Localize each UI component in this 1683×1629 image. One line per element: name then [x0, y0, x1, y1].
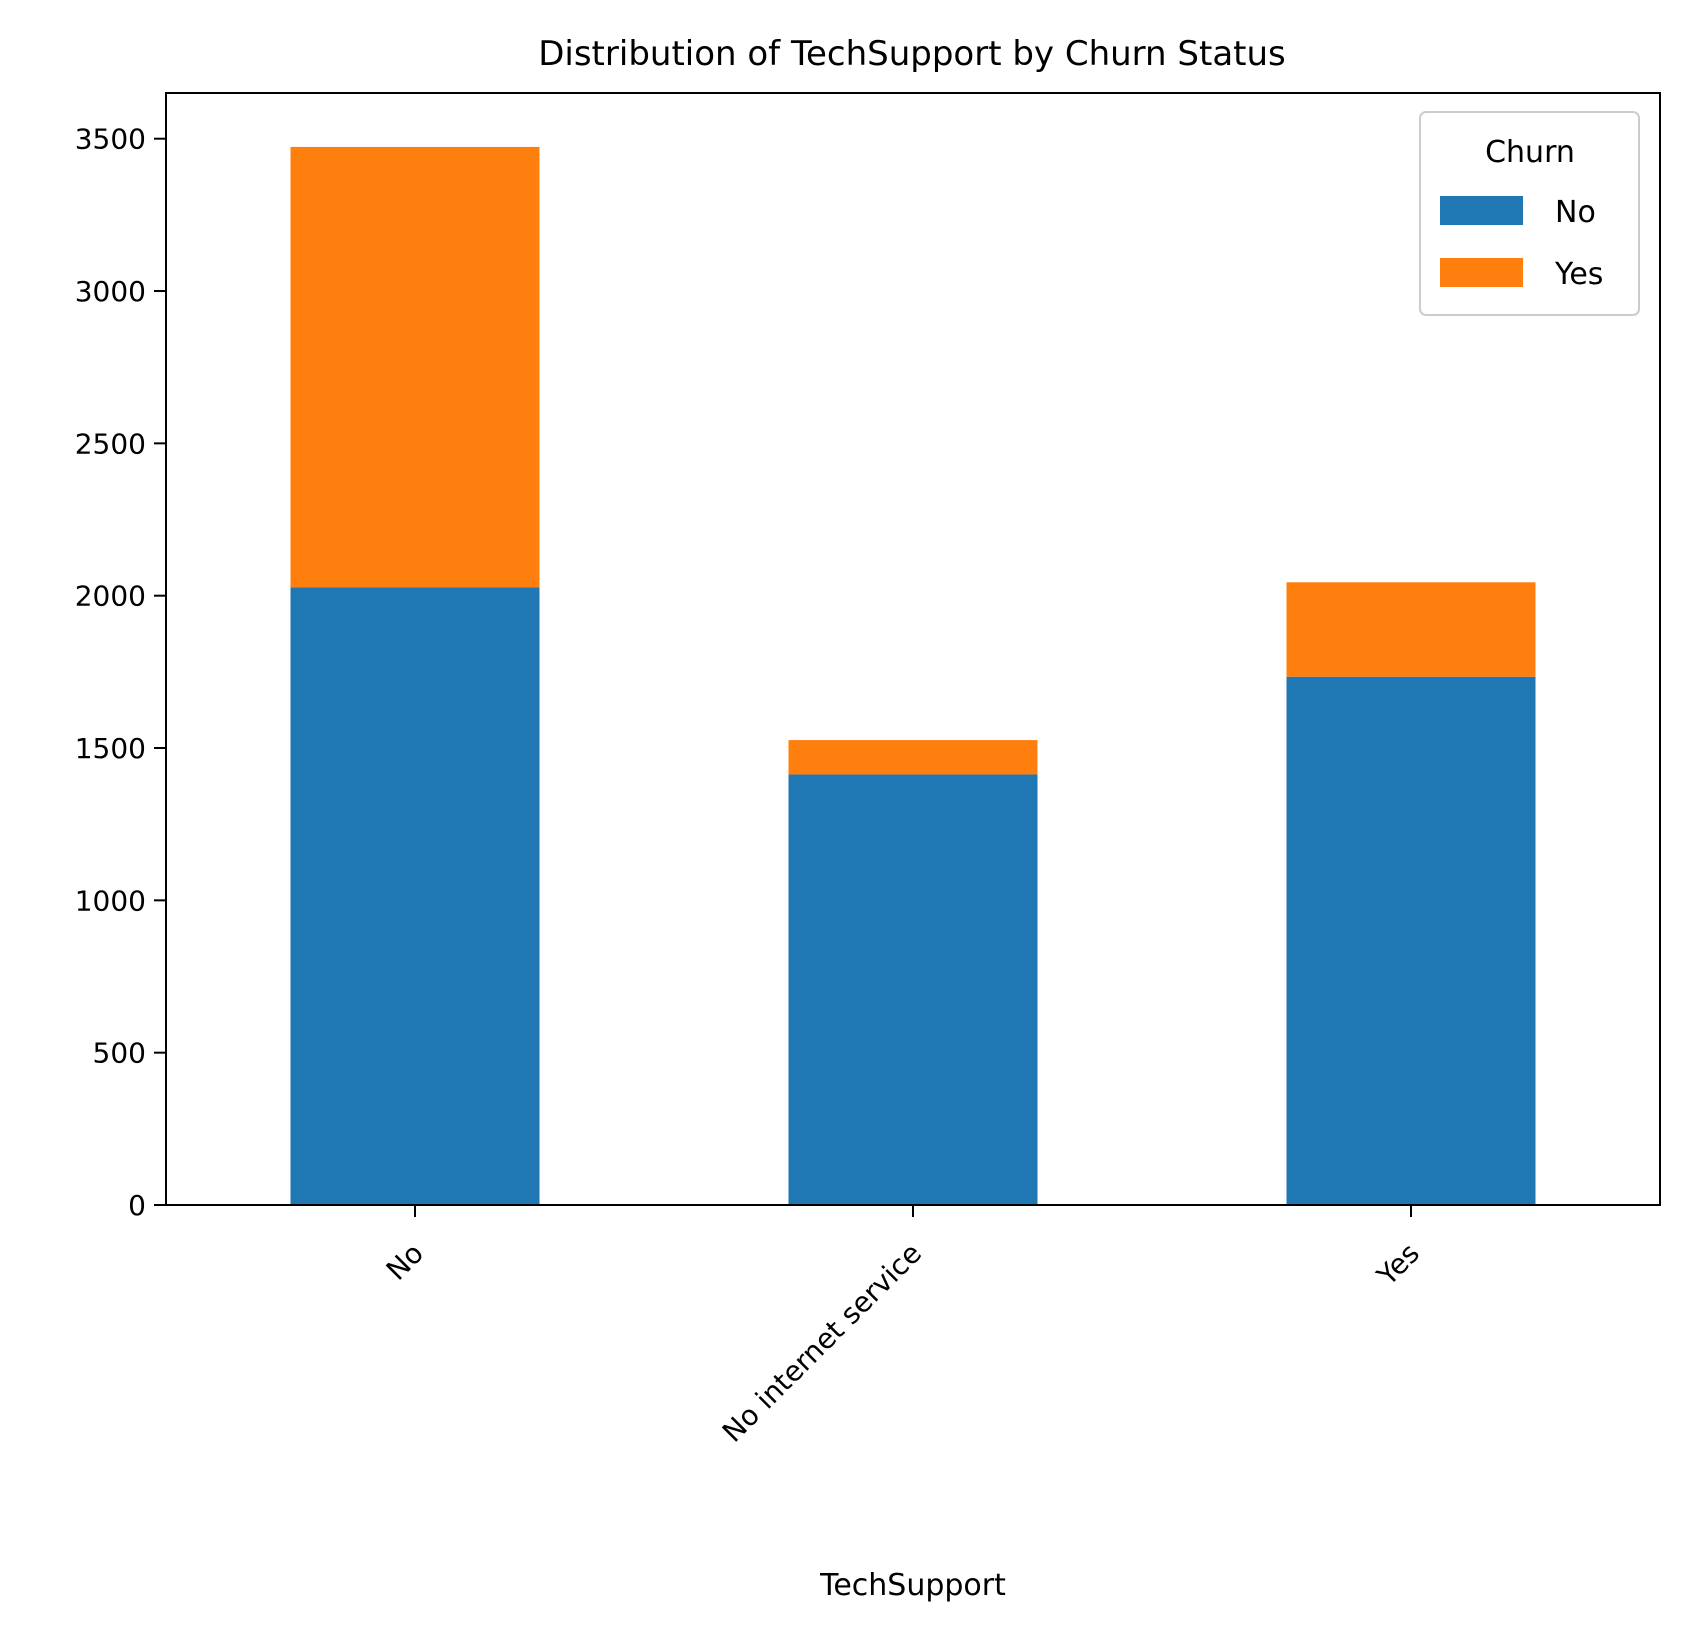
y-tick-label: 1500	[75, 732, 146, 765]
legend-swatch-yes	[1440, 258, 1523, 287]
bar-no-internet-service-churn-yes	[788, 740, 1038, 775]
chart-title: Distribution of TechSupport by Churn Sta…	[538, 34, 1286, 74]
x-tick-label: No internet service	[716, 1237, 928, 1449]
y-tick-label: 500	[93, 1037, 146, 1070]
y-tick-label: 2000	[75, 580, 146, 613]
bar-no-internet-service-churn-no	[788, 774, 1038, 1205]
bars-group	[290, 146, 1536, 1205]
y-tick-label: 0	[128, 1189, 146, 1222]
y-tick-label: 3500	[75, 123, 146, 156]
x-axis-label: TechSupport	[819, 1568, 1006, 1603]
y-tick-label: 3000	[75, 275, 146, 308]
bar-yes-churn-no	[1286, 676, 1536, 1205]
bar-no-churn-yes	[290, 146, 540, 588]
legend-swatch-no	[1440, 196, 1523, 225]
x-tick-label: Yes	[1370, 1237, 1426, 1293]
legend: Churn No Yes	[1419, 111, 1640, 316]
bar-no-churn-no	[290, 587, 540, 1205]
bar-yes-churn-yes	[1286, 582, 1536, 677]
x-tick-label: No	[380, 1237, 430, 1287]
y-tick-label: 2500	[75, 427, 146, 460]
y-axis: 0 500 1000 1500 2000 2500 3000 3500	[75, 123, 166, 1222]
x-axis: No No internet service Yes	[380, 1205, 1426, 1449]
legend-label-no: No	[1555, 195, 1596, 230]
legend-label-yes: Yes	[1554, 257, 1603, 292]
plot-frame	[165, 92, 1661, 1206]
legend-title: Churn	[1485, 135, 1575, 170]
y-tick-label: 1000	[75, 884, 146, 917]
